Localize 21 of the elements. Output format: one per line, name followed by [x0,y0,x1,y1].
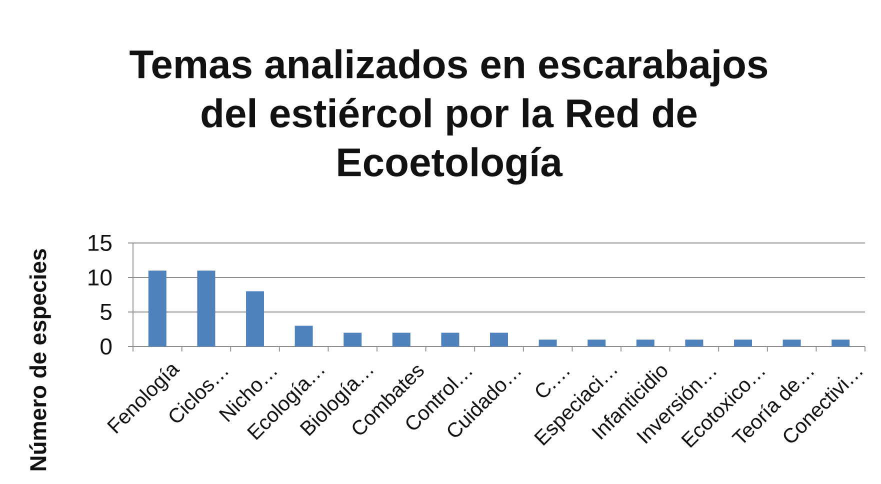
bar [636,340,654,346]
y-axis-title: Número de especies [29,249,51,470]
y-tick-label: 10 [88,269,112,286]
bar [734,340,752,346]
bar [246,291,264,346]
bar [538,340,557,346]
y-tick-label: 5 [100,304,112,320]
y-tick-label: 15 [88,234,112,252]
bar [832,340,850,346]
chart-title: Temas analizados en escarabajos del estiércol por la Red de Ecoetología [130,49,768,185]
bar [344,332,362,346]
bar [392,332,410,346]
bar [685,340,704,346]
bar [490,332,508,346]
y-tick-label: 0 [100,338,112,355]
bar [441,332,460,346]
bar [588,340,606,346]
bar [782,340,801,346]
bar [294,326,313,346]
bar [197,270,216,346]
bar [148,270,166,346]
